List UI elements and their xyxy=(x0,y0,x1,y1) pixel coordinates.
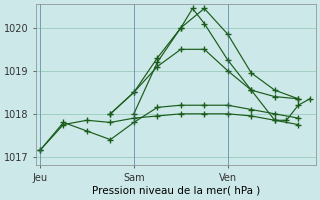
X-axis label: Pression niveau de la mer( hPa ): Pression niveau de la mer( hPa ) xyxy=(92,186,260,196)
